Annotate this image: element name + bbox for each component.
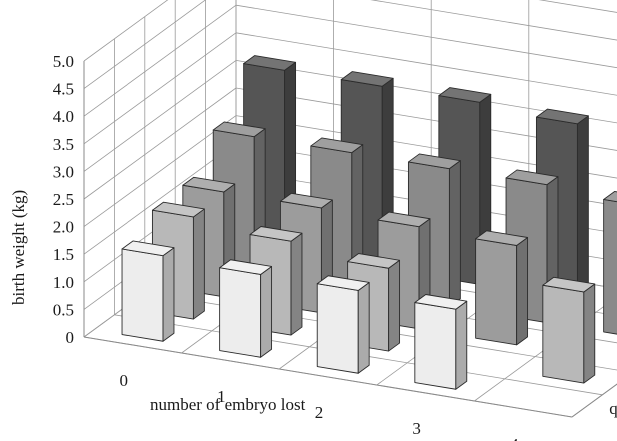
y-tick-label: 4.0 bbox=[53, 107, 74, 126]
y-axis-title: birth weight (kg) bbox=[9, 190, 28, 305]
bar-quins bbox=[121, 240, 175, 342]
bar-side-face bbox=[388, 259, 401, 352]
back-wall-gridline bbox=[235, 4, 617, 69]
depth-tick-label: quins bbox=[609, 399, 617, 418]
y-tick-label: 3.0 bbox=[53, 162, 74, 181]
bar-side-face bbox=[516, 237, 529, 346]
bar-top-face bbox=[279, 192, 333, 209]
x-tick-label: 3 bbox=[412, 419, 421, 438]
bar-front-face bbox=[414, 302, 457, 390]
y-tick-label: 2.5 bbox=[53, 190, 74, 209]
back-wall-gridline bbox=[370, 0, 617, 41]
bars-layer bbox=[121, 55, 617, 390]
bar-twins bbox=[603, 191, 617, 335]
side-wall-gridline bbox=[83, 115, 237, 227]
bar-side-face bbox=[357, 282, 370, 374]
bar-side-face bbox=[260, 266, 273, 358]
labels-layer: 00.51.01.52.02.53.03.54.04.55.001234sing… bbox=[53, 52, 617, 441]
side-wall-gridline bbox=[83, 142, 237, 255]
depth-axis-line bbox=[571, 383, 617, 418]
bar-top-face bbox=[249, 226, 303, 242]
y-tick-label: 0 bbox=[66, 328, 75, 347]
bar-front-face bbox=[603, 199, 617, 335]
y-tick-label: 3.5 bbox=[53, 135, 74, 154]
side-wall-gridline bbox=[83, 87, 237, 200]
bar-top-face bbox=[475, 230, 529, 246]
side-wall-gridline bbox=[83, 60, 237, 172]
bar-side-face bbox=[162, 247, 175, 342]
y-tick-label: 1.0 bbox=[53, 273, 74, 292]
bar-top-face bbox=[438, 87, 492, 103]
x-tick-label: 2 bbox=[315, 403, 324, 422]
bar-front-face bbox=[121, 248, 164, 342]
bar-front-face bbox=[542, 284, 585, 384]
back-wall-gridline bbox=[235, 32, 617, 96]
bar-top-face bbox=[219, 259, 273, 275]
side-wall-gridline bbox=[83, 32, 237, 145]
bar-quads bbox=[542, 276, 596, 384]
x-tick-label: 1 bbox=[217, 387, 226, 406]
bar-top-face bbox=[316, 275, 370, 291]
x-tick-label: 4 bbox=[510, 435, 519, 441]
x-axis-title: number of embryo lost bbox=[150, 395, 306, 414]
bar-side-face bbox=[448, 160, 461, 308]
side-wall-gridline bbox=[83, 4, 237, 117]
bar-top-face bbox=[505, 169, 559, 186]
side-wall-gridline bbox=[83, 0, 207, 89]
y-tick-label: 2.0 bbox=[53, 218, 74, 237]
bar-side-face bbox=[290, 232, 303, 336]
bar-top-face bbox=[151, 201, 205, 218]
y-tick-label: 0.5 bbox=[53, 300, 74, 319]
bar-top-face bbox=[377, 211, 431, 228]
bar-top-face bbox=[340, 71, 394, 87]
bar-side-face bbox=[455, 300, 468, 390]
bar-top-face bbox=[535, 108, 589, 125]
bar-triplets bbox=[475, 230, 529, 346]
bar-top-face bbox=[347, 253, 401, 269]
bar-side-face bbox=[192, 208, 205, 320]
bar-front-face bbox=[316, 283, 359, 374]
bar-top-face bbox=[542, 276, 596, 293]
bar-top-face bbox=[310, 137, 364, 154]
bar-side-face bbox=[576, 115, 589, 301]
side-wall-gridline bbox=[83, 0, 169, 62]
bar-quins bbox=[414, 294, 468, 390]
bar-side-face bbox=[583, 283, 596, 384]
bar-quins bbox=[219, 259, 273, 358]
bar-top-face bbox=[182, 176, 236, 193]
x-axis-line bbox=[83, 336, 573, 418]
y-tick-label: 5.0 bbox=[53, 52, 74, 71]
bar-front-face bbox=[475, 238, 518, 346]
bar-top-face bbox=[414, 294, 468, 310]
y-tick-label: 1.5 bbox=[53, 245, 74, 264]
bar-quins bbox=[316, 275, 370, 374]
bar-front-face bbox=[219, 267, 262, 358]
bar-top-face bbox=[603, 191, 617, 203]
bar-top-face bbox=[121, 240, 175, 257]
bar-top-face bbox=[212, 121, 266, 138]
bar-top-face bbox=[407, 153, 461, 170]
y-tick-label: 4.5 bbox=[53, 80, 74, 99]
x-tick-label: 0 bbox=[120, 371, 129, 390]
bar-top-face bbox=[243, 55, 297, 71]
back-wall-gridline bbox=[538, 0, 617, 13]
